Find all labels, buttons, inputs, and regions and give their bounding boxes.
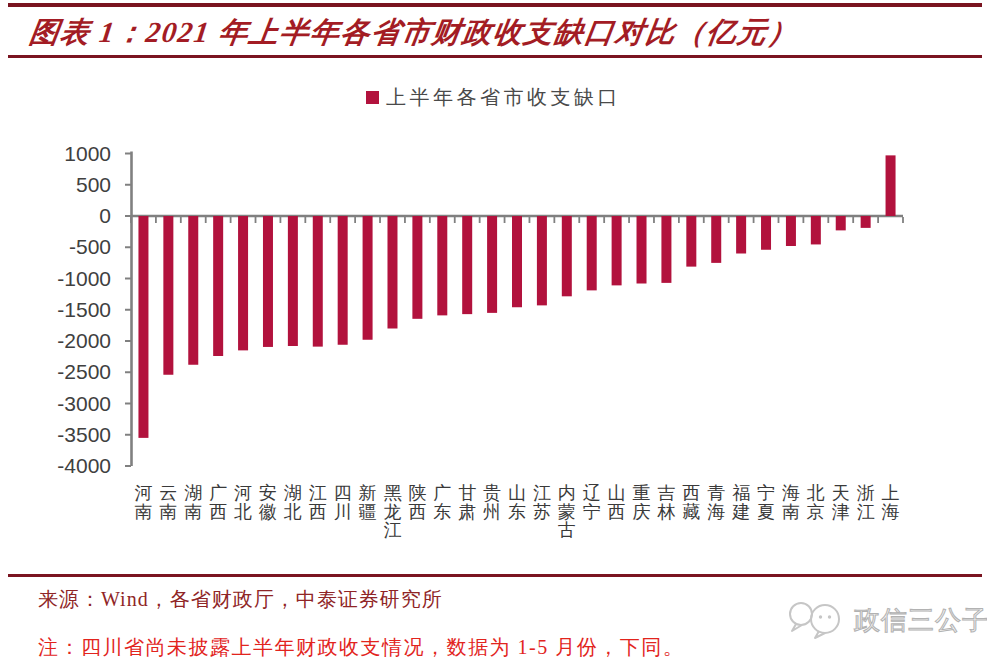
x-category-label: 河南 xyxy=(134,483,152,522)
bar xyxy=(886,155,896,216)
bar xyxy=(138,216,148,438)
bar xyxy=(363,216,373,340)
legend-swatch xyxy=(366,91,379,104)
bar xyxy=(412,216,422,319)
bar xyxy=(263,216,273,347)
footer-rule xyxy=(8,574,982,577)
x-category-label: 江西 xyxy=(309,483,327,522)
bar xyxy=(338,216,348,345)
x-category-label: 湖南 xyxy=(184,483,202,522)
bar xyxy=(711,216,721,263)
bar xyxy=(537,216,547,305)
bar xyxy=(562,216,572,296)
bar xyxy=(661,216,671,283)
x-category-label: 贵州 xyxy=(483,483,501,522)
x-category-label: 天津 xyxy=(832,483,850,522)
bar xyxy=(786,216,796,246)
bar xyxy=(163,216,173,375)
bar xyxy=(437,216,447,315)
title-underline-rule xyxy=(8,55,982,58)
x-category-label: 内蒙古 xyxy=(558,483,576,540)
x-category-label: 黑龙江 xyxy=(383,483,401,540)
bar xyxy=(313,216,323,347)
x-category-label: 浙江 xyxy=(857,483,875,522)
bar xyxy=(861,216,871,228)
page-title: 图表 1：2021 年上半年各省市财政收支缺口对比（亿元） xyxy=(27,13,801,53)
legend-label: 上半年各省市收支缺口 xyxy=(386,84,621,111)
watermark: 政信三公子 xyxy=(786,598,987,642)
bar xyxy=(462,216,472,314)
y-tick-label: 500 xyxy=(76,173,111,196)
x-category-label: 海南 xyxy=(782,483,800,522)
y-tick-label: -1000 xyxy=(57,267,111,290)
bar-chart: 1000 500 0 -500 -1000 -1500 -2000 -2500 -3000 -35… xyxy=(0,140,987,560)
x-category-label: 陕西 xyxy=(408,483,426,522)
x-category-label: 西藏 xyxy=(682,483,700,522)
x-category-label: 江苏 xyxy=(533,483,551,522)
x-category-label: 重庆 xyxy=(633,483,651,522)
chart-legend: 上半年各省市收支缺口 xyxy=(0,84,987,111)
x-category-label: 山东 xyxy=(508,483,526,522)
bar xyxy=(686,216,696,267)
top-rule xyxy=(8,3,982,7)
y-tick-label: -2500 xyxy=(57,360,111,383)
y-tick-label: -500 xyxy=(69,235,111,258)
bar xyxy=(387,216,397,329)
x-category-label: 宁夏 xyxy=(757,483,775,522)
y-tick-label: -2000 xyxy=(57,329,111,352)
bar xyxy=(587,216,597,290)
chat-bubbles-logo-icon xyxy=(786,598,846,642)
y-tick-label: 0 xyxy=(99,204,111,227)
bar xyxy=(736,216,746,254)
x-category-label: 上海 xyxy=(882,483,900,522)
x-category-label: 吉林 xyxy=(656,483,675,522)
x-category-label: 辽宁 xyxy=(583,483,601,522)
bar xyxy=(836,216,846,230)
bar xyxy=(188,216,198,365)
bar xyxy=(761,216,771,250)
bar xyxy=(213,216,223,356)
bar xyxy=(512,216,522,307)
y-tick-label: -1500 xyxy=(57,298,111,321)
watermark-label: 政信三公子 xyxy=(854,603,987,638)
note-line: 注：四川省尚未披露上半年财政收支情况，数据为 1-5 月份，下同。 xyxy=(38,634,684,661)
y-tick-label: -3500 xyxy=(57,423,111,446)
y-tick-label: -3000 xyxy=(57,392,111,415)
bar xyxy=(487,216,497,313)
bar xyxy=(288,216,298,346)
source-line: 来源：Wind，各省财政厅，中泰证券研究所 xyxy=(38,586,443,613)
x-category-label: 安徽 xyxy=(258,483,277,522)
bar xyxy=(637,216,647,284)
x-category-label: 四川 xyxy=(334,483,352,522)
bar xyxy=(612,216,622,285)
y-tick-label: -4000 xyxy=(57,454,111,477)
x-category-label: 广东 xyxy=(433,483,451,522)
x-category-label: 河北 xyxy=(234,483,252,522)
x-category-label: 北京 xyxy=(807,483,825,522)
x-category-label: 新疆 xyxy=(359,483,377,522)
x-category-label: 广西 xyxy=(209,483,227,522)
bar xyxy=(238,216,248,350)
x-category-label: 云南 xyxy=(159,483,177,522)
bar xyxy=(811,216,821,244)
x-category-label: 青海 xyxy=(707,483,725,522)
y-tick-label: 1000 xyxy=(64,142,111,165)
x-category-label: 湖北 xyxy=(284,483,302,522)
x-category-label: 山西 xyxy=(608,483,626,522)
x-category-label: 甘肃 xyxy=(458,483,476,522)
x-category-label: 福建 xyxy=(731,483,750,522)
